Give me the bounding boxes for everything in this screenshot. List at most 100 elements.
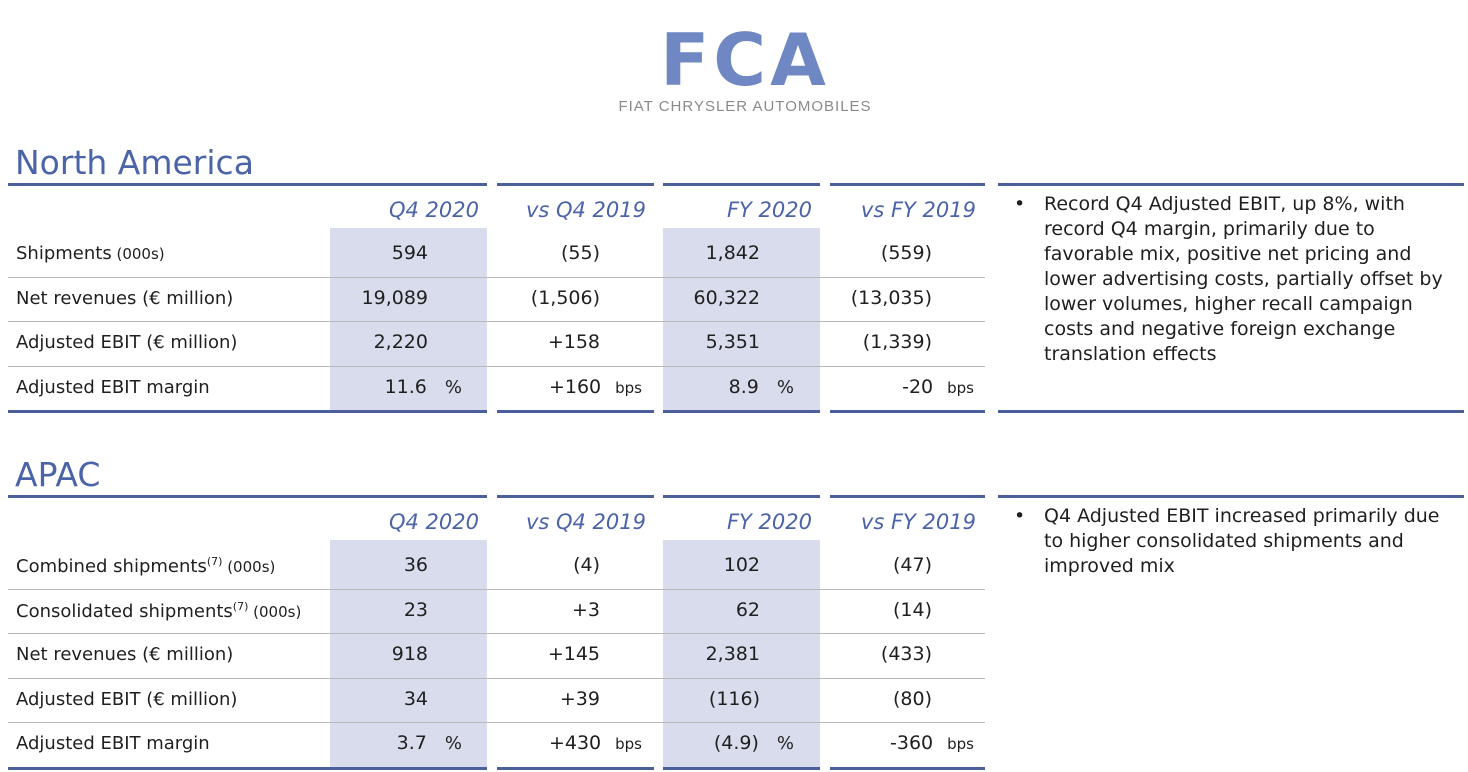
value-cell: 36 [404,554,428,576]
value-cell: (433) [881,643,932,665]
note-top-rule [998,495,1464,498]
column-header: Q4 2020 [388,510,479,534]
section-title: North America [15,143,254,182]
value-cell: 19,089 [362,287,428,309]
row-divider [8,276,985,278]
value-cell: 60,322 [694,287,760,309]
column-shade [330,540,487,767]
cell-value: -360 [890,732,934,754]
percent-suffix: % [776,733,794,754]
cell-value: (116) [708,687,760,710]
note-text: Record Q4 Adjusted EBIT, up 8%, with rec… [1044,193,1443,365]
cell-value: -20 [902,375,934,398]
bullet-icon: • [1014,193,1026,215]
bps-suffix: bps [615,735,642,753]
cell-value: (47) [892,554,932,576]
row-divider [8,633,985,634]
cell-value: (1,339) [862,331,932,353]
row-unit: (000s) [248,602,302,621]
percent-suffix: % [444,376,462,398]
column-header: vs FY 2019 [860,198,976,222]
cell-value: (13,035) [850,286,932,309]
value-cell: 11.6% [385,376,462,398]
title-rule [8,495,487,498]
cell-value: 11.6 [384,375,427,398]
cell-value: 102 [723,554,760,576]
value-cell: 62 [736,599,760,621]
value-cell: -360 bps [890,732,974,754]
cell-value: +158 [547,331,600,353]
cell-value: (55) [560,242,600,264]
percent-suffix: % [776,376,794,398]
cell-value: (1,506) [530,286,600,309]
cell-value: 3.7 [396,732,427,754]
cell-value: (80) [892,687,932,710]
row-divider [8,722,985,723]
cell-value: 19,089 [361,286,428,309]
row-label-text: Shipments [16,243,112,264]
value-cell: 5,351 [706,331,760,353]
footnote-ref: (7) [232,599,249,613]
column-header: vs Q4 2019 [525,198,646,222]
value-cell: +3 [572,599,600,621]
value-cell: (14) [893,599,932,621]
row-label-text: Net revenues (€ million) [16,287,234,309]
row-divider [8,365,985,367]
fca-logo: FCA FIAT CHRYSLER AUTOMOBILES [600,10,890,120]
row-label: Adjusted EBIT margin [16,733,210,754]
value-cell: (13,035) [851,287,932,309]
value-cell: 8.9% [729,376,794,398]
note-bottom-rule [998,410,1464,413]
row-label-text: Adjusted EBIT (€ million) [16,332,238,353]
footnote-ref: (7) [206,555,223,568]
row-label: Net revenues (€ million) [16,288,233,309]
bullet-icon: • [1014,505,1026,527]
value-cell: (4.9)% [714,732,794,754]
cell-value: 36 [403,554,428,576]
row-divider [8,677,985,679]
header-rule [830,183,985,186]
row-unit: (000s) [222,558,276,576]
table-bottom-rule [8,410,487,413]
column-header: vs Q4 2019 [525,510,646,534]
cell-value: 5,351 [705,331,760,353]
value-cell: (559) [881,242,932,264]
table-bottom-rule [663,410,820,413]
commentary-note: • Q4 Adjusted EBIT increased primarily du… [1014,504,1454,579]
value-cell: 102 [724,554,760,576]
section-title: APAC [15,455,101,494]
row-label: Shipments (000s) [16,243,165,264]
cell-value: 60,322 [693,286,760,309]
value-cell: -20 bps [902,376,974,398]
row-label: Adjusted EBIT (€ million) [16,332,237,353]
column-header: vs FY 2019 [860,510,976,534]
column-header: FY 2020 [726,510,812,534]
note-text: Q4 Adjusted EBIT increased primarily due… [1044,505,1440,577]
value-cell: +158 [548,331,600,353]
value-cell: (1,506) [531,287,600,309]
value-cell: 34 [404,688,428,710]
cell-value: 918 [391,643,428,665]
cell-value: 8.9 [728,375,759,398]
cell-value: 23 [403,598,428,621]
cell-value: (4) [573,554,600,576]
value-cell: 3.7% [397,732,462,754]
cell-value: +430 [548,732,602,754]
value-cell: 2,220 [374,331,428,353]
cell-value: +160 [548,375,602,398]
column-header: FY 2020 [726,198,812,222]
row-label: Combined shipments(7) (000s) [16,555,275,577]
value-cell: (55) [561,242,600,264]
note-top-rule [998,183,1464,186]
value-cell: (116) [709,688,760,710]
cell-value: (4.9) [713,732,759,754]
column-shade [330,228,487,410]
row-label-text: Adjusted EBIT margin [16,376,210,398]
column-shade [663,228,820,410]
row-label-text: Combined shipments [16,556,207,577]
column-shade [663,540,820,767]
cell-value: +3 [571,598,600,621]
table-bottom-rule [663,766,820,770]
header-rule [830,495,985,498]
value-cell: (4) [573,554,600,576]
